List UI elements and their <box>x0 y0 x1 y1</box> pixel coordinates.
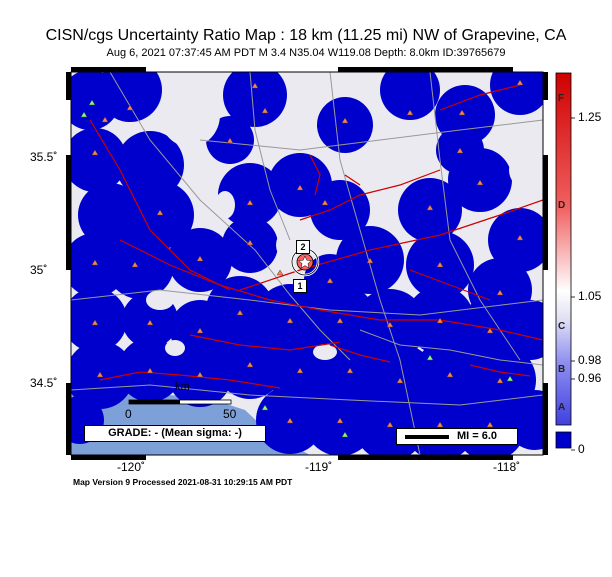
colorbar <box>555 72 575 451</box>
mi-legend: MI = 6.0 <box>396 428 518 445</box>
low-uncertainty-gaps <box>146 72 541 360</box>
map-title: CISN/cgs Uncertainty Ratio Map : 18 km (… <box>45 27 567 44</box>
colorbar-tick-0-96: 0.96 <box>578 371 602 385</box>
lon-tick-119: -119˚ <box>305 460 333 474</box>
lon-tick-120: -120˚ <box>117 460 146 474</box>
grade-letter-d: D <box>558 200 566 211</box>
grade-letter-a: A <box>558 402 566 413</box>
colorbar-tick-1-25: 1.25 <box>578 110 602 124</box>
epicenter-label-2: 2 <box>296 240 310 254</box>
scale-label-50: 50 <box>223 407 237 421</box>
grade-letter-b: B <box>558 364 566 375</box>
scale-label-0: 0 <box>125 407 132 421</box>
colorbar-tick-1-05: 1.05 <box>578 289 602 303</box>
mi-legend-label: MI = 6.0 <box>457 430 498 442</box>
epicenter-label-1: 1 <box>293 279 307 293</box>
map-version-footer: Map Version 9 Processed 2021-08-31 10:29… <box>73 477 293 487</box>
lat-tick-35-5: 35.5˚ <box>30 150 58 164</box>
lat-tick-35: 35˚ <box>30 263 48 277</box>
grade-letter-c: C <box>558 321 566 332</box>
event-info: Aug 6, 2021 07:37:45 AM PDT M 3.4 N35.04… <box>106 47 506 59</box>
mi-legend-line <box>405 435 449 439</box>
scale-bar <box>128 399 232 405</box>
map-body <box>71 72 543 455</box>
colorbar-tick-0: 0 <box>578 442 585 456</box>
lat-tick-34-5: 34.5˚ <box>30 376 58 390</box>
colorbar-tick-0-98: 0.98 <box>578 353 602 367</box>
scale-unit: km <box>175 381 190 393</box>
grade-label: GRADE: - (Mean sigma: -) <box>84 425 266 442</box>
faults <box>89 84 543 389</box>
grade-letter-f: F <box>558 93 565 104</box>
stations-alt <box>80 99 514 438</box>
lon-tick-118: -118˚ <box>493 460 521 474</box>
frame-ticks <box>66 67 548 460</box>
stations <box>91 79 524 428</box>
roads <box>71 72 543 455</box>
